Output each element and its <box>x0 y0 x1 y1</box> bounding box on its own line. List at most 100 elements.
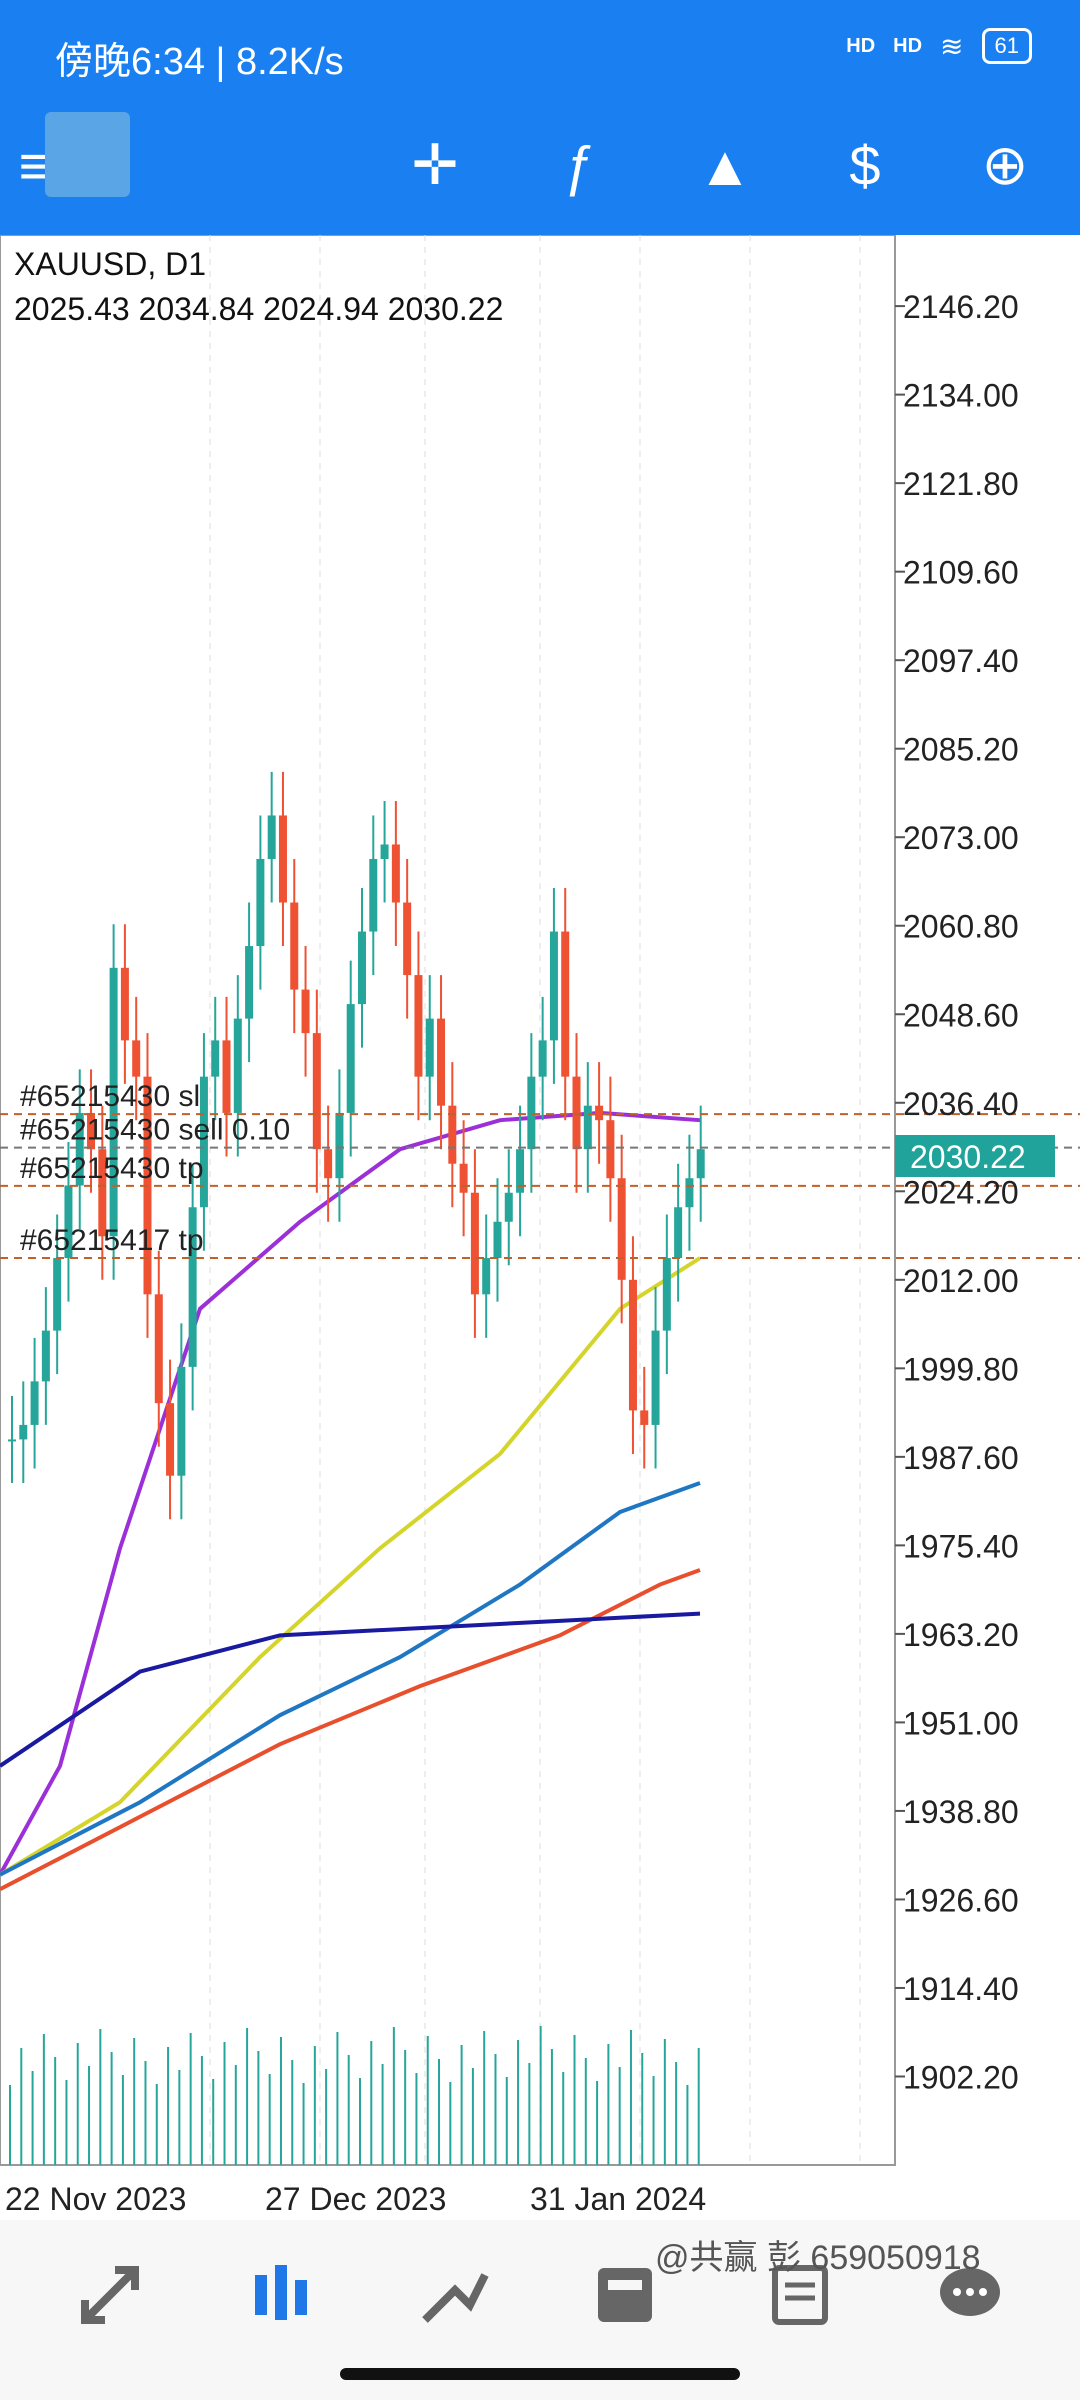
date-tick: 27 Dec 2023 <box>265 2181 446 2217</box>
candle-body <box>391 844 400 903</box>
candle-body <box>233 1018 242 1113</box>
candle-body <box>595 1105 604 1121</box>
trade-history-icon[interactable] <box>410 2250 500 2340</box>
battery-icon: 61 <box>981 28 1032 64</box>
status-icons: HD HD ≋ 61 <box>846 28 1032 64</box>
candle-body <box>177 1366 186 1476</box>
price-tick: 1938.80 <box>903 1794 1019 1830</box>
price-tick: 1963.20 <box>903 1617 1019 1653</box>
indicators-icon[interactable]: ƒ <box>564 133 596 197</box>
candle-body <box>662 1258 671 1331</box>
price-tick: 2134.00 <box>903 378 1019 414</box>
trade-icon[interactable]: $ <box>849 133 881 197</box>
home-indicator[interactable] <box>340 2368 740 2380</box>
candle-body <box>459 1163 468 1193</box>
candle-body <box>211 1040 220 1077</box>
candle-body <box>448 1105 457 1164</box>
volume-bars <box>9 2026 700 2165</box>
candle-body <box>188 1207 197 1367</box>
price-tick: 2048.60 <box>903 997 1019 1033</box>
symbol-label: XAUUSD, D1 <box>14 246 206 282</box>
price-tick: 1951.00 <box>903 1705 1019 1741</box>
order-label: #65215430 sell 0.10 <box>20 1114 290 1147</box>
ma-blue-line <box>0 1481 701 1877</box>
candle-body <box>346 1004 355 1113</box>
wifi-icon: ≋ <box>940 30 964 62</box>
candle-body <box>538 1040 547 1077</box>
order-label: #65215430 sl <box>20 1080 200 1113</box>
candle-body <box>572 1076 581 1150</box>
candle-body <box>132 1040 141 1077</box>
price-tick: 2085.20 <box>903 732 1019 768</box>
candle-body <box>549 931 558 1041</box>
candle-body <box>561 931 570 1077</box>
candle-body <box>75 1112 84 1186</box>
watermark-text: @共赢 彭 659050918 <box>655 2239 981 2277</box>
candle-body <box>425 1018 434 1077</box>
inbox-icon[interactable] <box>580 2250 670 2340</box>
crosshair-icon[interactable]: ✛ <box>411 133 459 196</box>
candle-body <box>120 967 129 1041</box>
price-tick: 1987.60 <box>903 1440 1019 1476</box>
ma-red-line <box>0 1568 701 1892</box>
objects-icon[interactable]: ▲ <box>697 133 753 197</box>
date-tick: 22 Nov 2023 <box>5 2181 186 2217</box>
candle-body <box>470 1192 479 1295</box>
candle-body <box>527 1076 536 1150</box>
candle-body <box>290 902 299 990</box>
status-bar: 傍晚6:34 | 8.2K/s HD HD ≋ 61 <box>0 0 1080 100</box>
candle-body <box>504 1192 513 1222</box>
price-axis: 2146.20 2134.00 2121.80 2109.60 2097.40 2085.… <box>895 289 1019 2095</box>
candle-body <box>640 1410 649 1425</box>
candle-body <box>267 815 276 859</box>
current-price-text: 2030.22 <box>910 1139 1026 1175</box>
candle-body <box>64 1185 73 1259</box>
price-tick: 1902.20 <box>903 2059 1019 2095</box>
candle-body <box>245 946 254 1019</box>
moving-averages <box>0 1110 702 1892</box>
grid <box>209 235 861 2165</box>
candle-body <box>324 1149 333 1179</box>
candle-body <box>87 1112 96 1150</box>
candle-body <box>98 1149 107 1237</box>
price-tick: 2012.00 <box>903 1263 1019 1299</box>
candle-body <box>685 1178 694 1208</box>
price-tick: 1999.80 <box>903 1351 1019 1387</box>
order-labels: #65215430 sl#65215430 sell 0.10 #65215430… <box>20 1080 290 1257</box>
price-chart[interactable]: 2146.20 2134.00 2121.80 2109.60 2097.40 2085.… <box>0 235 1080 2235</box>
candle-body <box>30 1381 39 1425</box>
candle-body <box>8 1439 16 1442</box>
candle-body <box>482 1258 491 1295</box>
candle-body <box>696 1149 705 1179</box>
date-tick: 31 Jan 2024 <box>530 2181 706 2217</box>
new-order-icon[interactable]: ⊕ <box>981 133 1029 196</box>
price-tick: 2097.40 <box>903 643 1019 679</box>
candle-body <box>606 1120 615 1179</box>
candle-body <box>335 1112 344 1179</box>
price-tick: 2121.80 <box>903 466 1019 502</box>
price-tick: 2146.20 <box>903 289 1019 325</box>
candle-body <box>109 967 118 1237</box>
status-time: 傍晚6:34 | 8.2K/s <box>55 41 344 83</box>
news-icon[interactable] <box>755 2250 845 2340</box>
chat-icon[interactable] <box>925 2250 1015 2340</box>
candle-body <box>380 844 389 859</box>
price-tick: 2060.80 <box>903 909 1019 945</box>
candle-body <box>222 1040 231 1113</box>
price-tick: 1914.40 <box>903 1971 1019 2007</box>
order-label: #65215430 tp <box>20 1152 204 1185</box>
ma-yellow-line <box>0 1256 702 1877</box>
ohlc-label: 2025.43 2034.84 2024.94 2030.22 <box>14 291 503 327</box>
chart-icon[interactable] <box>235 2250 325 2340</box>
app-bar <box>0 100 1080 235</box>
candle-body <box>651 1330 660 1425</box>
quotes-icon[interactable] <box>65 2250 155 2340</box>
current-price-badge <box>895 1135 1055 1177</box>
candle-body <box>583 1105 592 1150</box>
candle-body <box>403 902 412 976</box>
price-tick: 1926.60 <box>903 1882 1019 1918</box>
candles <box>8 771 705 1520</box>
candle-body <box>41 1330 50 1382</box>
app-logo <box>45 112 130 197</box>
signal-2-icon: HD <box>893 34 923 57</box>
